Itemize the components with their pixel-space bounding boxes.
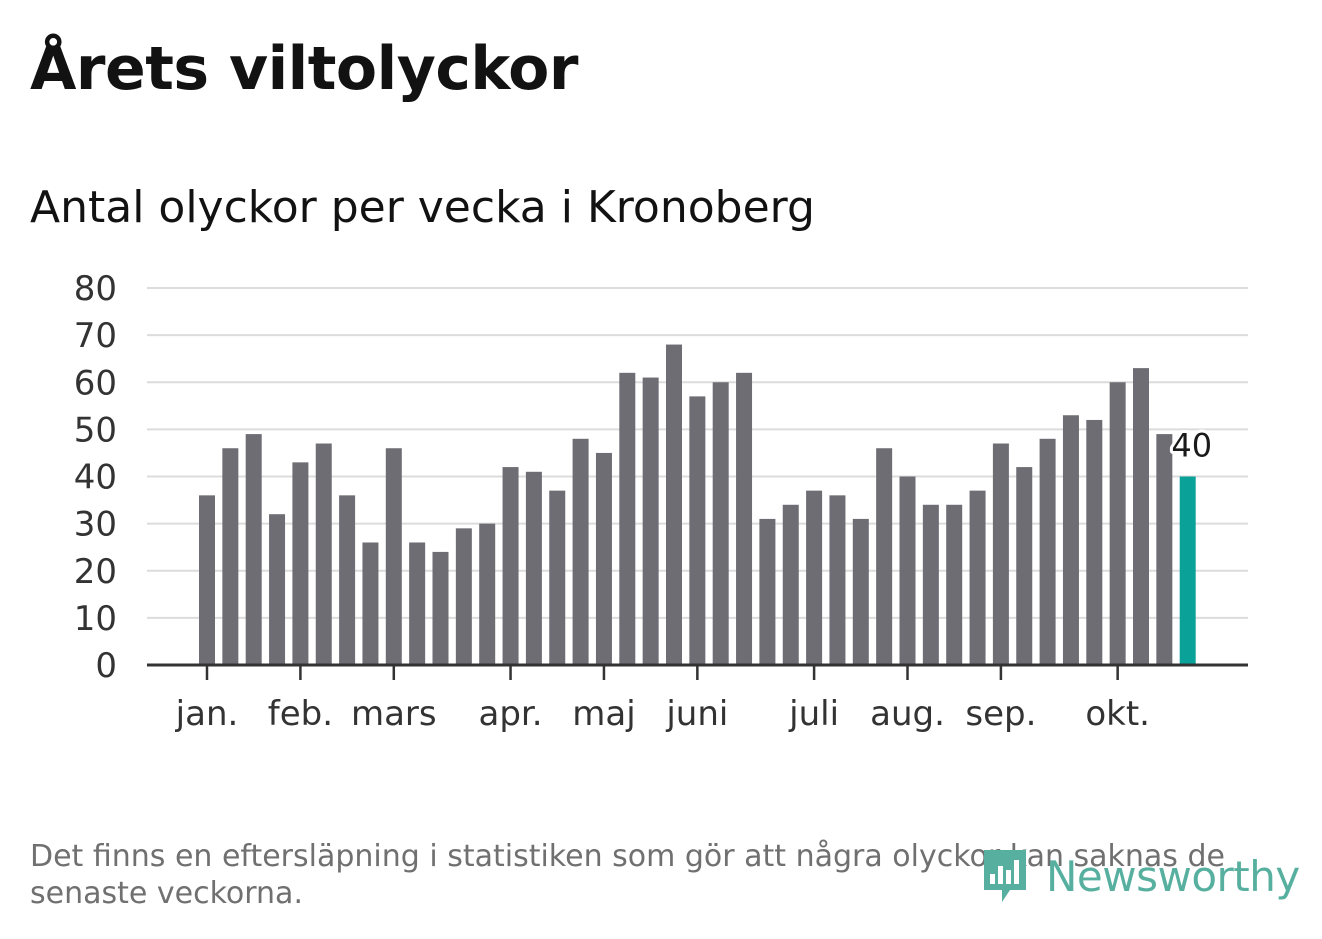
x-tick-label: juni (665, 694, 728, 734)
bar (619, 372, 636, 665)
bar (1133, 368, 1149, 665)
bar (409, 542, 426, 665)
bar (502, 467, 519, 665)
x-tick-label: okt. (1085, 694, 1150, 734)
bar (245, 434, 262, 665)
y-tick-label: 50 (74, 410, 117, 450)
bar (549, 490, 566, 665)
bar (806, 490, 823, 665)
bar (689, 396, 706, 665)
bar (922, 504, 939, 665)
bar (479, 523, 496, 665)
x-tick-label: mars (351, 694, 437, 734)
chart-title: Årets viltolyckor (30, 34, 579, 104)
bar (199, 495, 215, 665)
x-tick-label: juli (788, 694, 839, 734)
bar (666, 344, 682, 665)
y-tick-label: 20 (74, 552, 117, 592)
newsworthy-logo: Newsworthy (980, 846, 1300, 906)
x-tick-label: apr. (479, 694, 543, 734)
y-tick-label: 30 (74, 505, 117, 545)
highlight-label-halo: 40 (1171, 427, 1212, 465)
x-tick-label: aug. (870, 694, 945, 734)
bar (269, 514, 286, 665)
bar (292, 462, 309, 665)
y-tick-label: 80 (74, 269, 117, 309)
bar-highlight (1179, 476, 1196, 665)
chart-subtitle: Antal olyckor per vecka i Kronoberg (30, 182, 815, 233)
bar (899, 476, 916, 665)
bar (852, 518, 869, 665)
y-tick-label: 10 (74, 599, 117, 639)
x-tick-label: maj (572, 694, 635, 734)
bar (1039, 438, 1056, 665)
bar (759, 518, 776, 665)
bar (1062, 415, 1079, 665)
y-tick-label: 40 (74, 458, 117, 498)
bar (992, 443, 1009, 665)
bar (572, 438, 589, 665)
newsworthy-logo-icon (984, 850, 1026, 902)
bar (736, 372, 753, 665)
y-tick-label: 0 (95, 646, 117, 686)
highlight-value-label: 40 (1171, 427, 1212, 465)
bar (315, 443, 332, 665)
bar (525, 471, 542, 665)
logo-text: Newsworthy (1046, 851, 1300, 901)
x-tick-label: jan. (175, 694, 239, 734)
bar (455, 528, 472, 665)
y-tick-label: 60 (74, 363, 117, 403)
bar (829, 495, 846, 665)
bar (876, 448, 893, 665)
bar (1086, 419, 1103, 665)
x-tick-label: sep. (965, 694, 1036, 734)
x-tick-label: feb. (268, 694, 333, 734)
bar (1109, 382, 1126, 665)
bar (712, 382, 729, 665)
bar (969, 490, 986, 665)
bar (595, 452, 612, 665)
bar (1156, 434, 1173, 665)
bar (222, 448, 239, 665)
bar (1016, 467, 1033, 665)
bar (362, 542, 379, 665)
bar (385, 448, 402, 665)
bar (782, 504, 799, 665)
bar (432, 551, 449, 665)
bar (946, 504, 963, 665)
bar (339, 495, 356, 665)
y-tick-label: 70 (74, 316, 117, 356)
bar (642, 377, 659, 665)
